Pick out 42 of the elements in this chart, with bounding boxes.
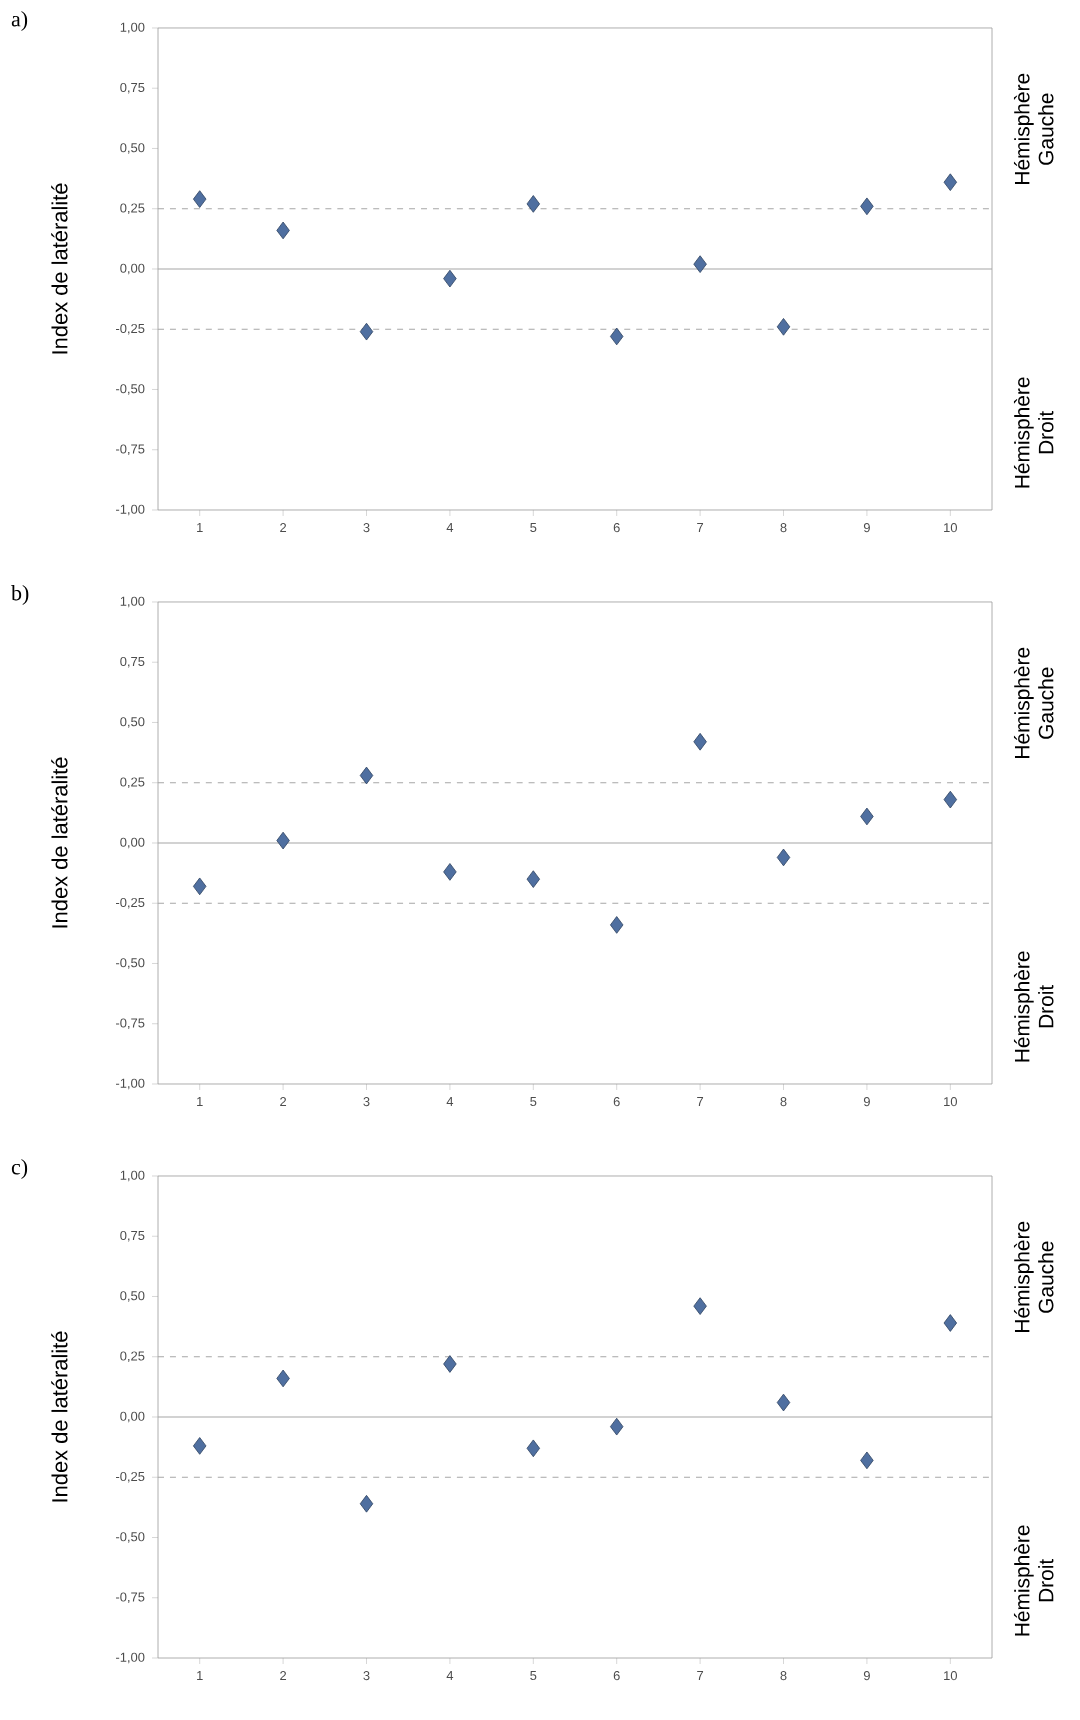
point bbox=[359, 1494, 374, 1513]
point bbox=[443, 269, 457, 288]
point bbox=[193, 1437, 207, 1455]
point bbox=[610, 916, 624, 934]
point bbox=[860, 1451, 874, 1470]
point bbox=[359, 766, 374, 785]
point bbox=[776, 848, 791, 867]
text: Hémisphère Gauche bbox=[1013, 647, 1054, 758]
point bbox=[860, 807, 874, 826]
point bbox=[526, 870, 540, 888]
point bbox=[276, 1369, 290, 1388]
point bbox=[443, 1355, 457, 1373]
text: Hémisphère Droit bbox=[1013, 377, 1054, 488]
point bbox=[693, 1297, 707, 1315]
y-axis-title: Index de latéralité bbox=[51, 757, 68, 928]
chart-title: c) bbox=[11, 1159, 28, 1179]
point bbox=[943, 790, 958, 809]
point bbox=[610, 1417, 624, 1436]
chart-title: a) bbox=[11, 11, 28, 31]
y-axis-title: Index de latéralité bbox=[51, 183, 68, 354]
point bbox=[526, 195, 540, 213]
point bbox=[359, 322, 374, 341]
point bbox=[276, 221, 290, 240]
point bbox=[610, 327, 624, 346]
point bbox=[693, 255, 707, 273]
point bbox=[943, 173, 958, 192]
point bbox=[443, 863, 457, 881]
chart-title: b) bbox=[11, 585, 29, 605]
point bbox=[276, 831, 290, 850]
y-axis-title: Index de latéralité bbox=[51, 1331, 68, 1502]
text: Hémisphère Gauche bbox=[1013, 73, 1054, 184]
text: Hémisphère Droit bbox=[1013, 1525, 1054, 1636]
text: Hémisphère Droit bbox=[1013, 951, 1054, 1062]
point bbox=[943, 1314, 958, 1332]
point bbox=[776, 1393, 791, 1412]
point bbox=[860, 197, 874, 216]
text: Hémisphère Gauche bbox=[1013, 1221, 1054, 1332]
point bbox=[193, 877, 207, 896]
point bbox=[776, 318, 791, 336]
point bbox=[693, 732, 707, 751]
point bbox=[526, 1439, 540, 1458]
point bbox=[193, 190, 207, 208]
